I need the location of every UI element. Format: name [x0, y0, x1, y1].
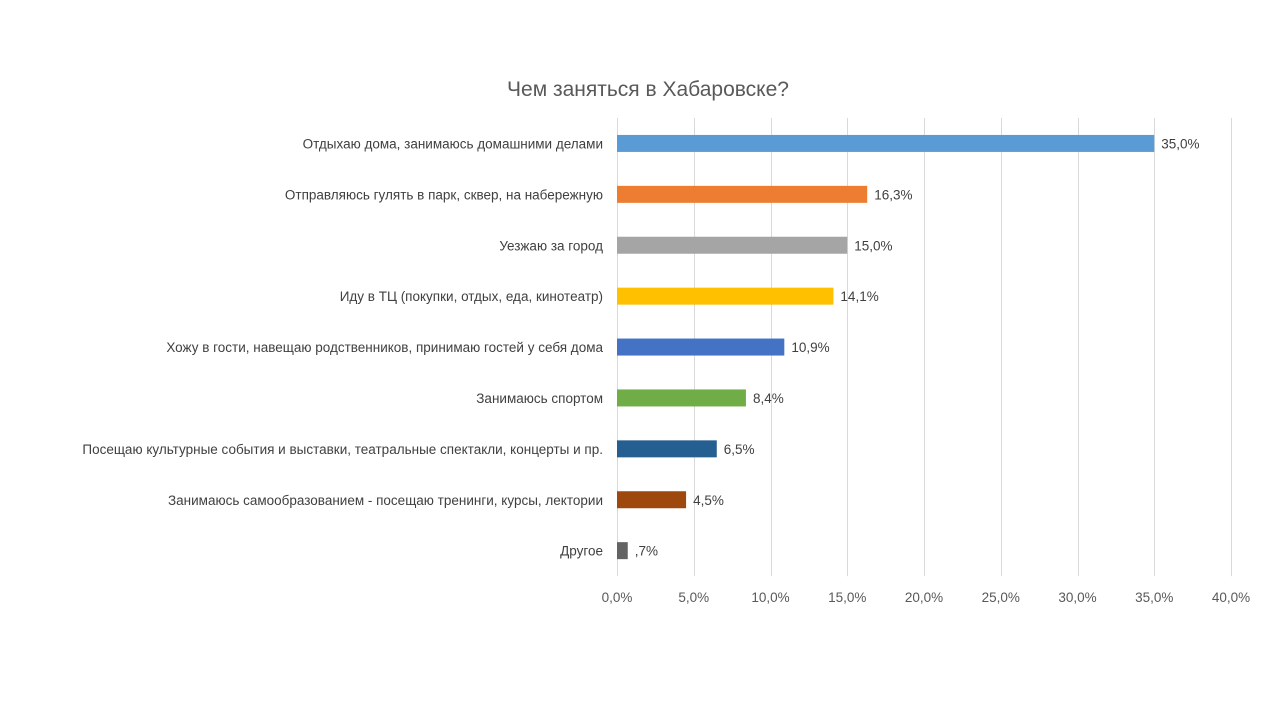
x-tick-label: 35,0% [1135, 590, 1173, 605]
category-label: Занимаюсь спортом [476, 391, 603, 406]
data-labels: 35,0% 16,3% 15,0% 14,1% 10,9% 8,4% 6,5% 4,5% ,7% [635, 136, 1200, 558]
x-tick-label: 5,0% [678, 590, 709, 605]
bars [617, 134, 1155, 560]
chart-title: Чем заняться в Хабаровске? [507, 78, 789, 101]
x-tick-label: 40,0% [1212, 590, 1250, 605]
data-label: 14,1% [840, 289, 878, 304]
bar [617, 338, 785, 356]
data-label: ,7% [635, 544, 658, 559]
category-label: Отдыхаю дома, занимаюсь домашними делами [303, 136, 603, 151]
bar [617, 185, 868, 203]
bar [617, 440, 717, 458]
category-label: Занимаюсь самообразованием - посещаю тре… [168, 493, 603, 508]
data-label: 8,4% [753, 391, 784, 406]
x-tick-label: 30,0% [1058, 590, 1096, 605]
x-tick-label: 10,0% [751, 590, 789, 605]
data-label: 6,5% [724, 442, 755, 457]
category-label: Другое [560, 544, 603, 559]
category-label: Посещаю культурные события и выставки, т… [82, 442, 603, 457]
category-labels: Отдыхаю дома, занимаюсь домашними делами… [82, 136, 603, 558]
data-label: 4,5% [693, 493, 724, 508]
category-label: Иду в ТЦ (покупки, отдых, еда, кинотеатр… [340, 289, 603, 304]
x-axis: 0,0% 5,0% 10,0% 15,0% 20,0% 25,0% 30,0% 35,0% 40… [602, 590, 1251, 605]
category-label: Хожу в гости, навещаю родственников, при… [166, 340, 603, 355]
data-label: 15,0% [854, 238, 892, 253]
bar [617, 491, 687, 509]
category-label: Уезжаю за город [499, 238, 603, 253]
x-tick-label: 0,0% [602, 590, 633, 605]
data-label: 16,3% [874, 187, 912, 202]
bar [617, 389, 746, 407]
x-tick-label: 25,0% [982, 590, 1020, 605]
x-tick-label: 20,0% [905, 590, 943, 605]
bar [617, 134, 1155, 152]
bar [617, 542, 628, 560]
x-tick-label: 15,0% [828, 590, 866, 605]
data-label: 10,9% [791, 340, 829, 355]
data-label: 35,0% [1161, 136, 1199, 151]
bar [617, 236, 848, 254]
category-label: Отправляюсь гулять в парк, сквер, на наб… [285, 187, 603, 202]
bar [617, 287, 834, 305]
